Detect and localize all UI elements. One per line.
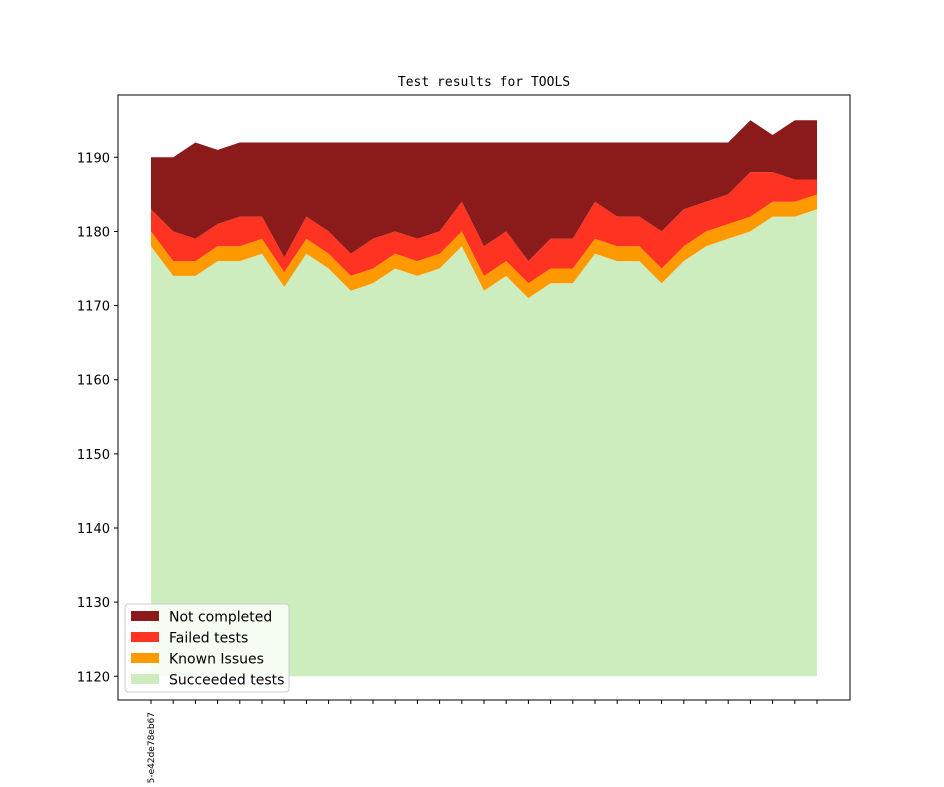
area-succeeded [151,209,817,677]
y-tick-label: 1190 [77,151,110,166]
legend-swatch-succeeded [131,674,159,684]
area-not-completed [151,120,817,262]
legend-label: Known Issues [169,652,264,668]
legend-label: Failed tests [169,631,248,647]
legend-swatch-failed [131,632,159,642]
y-tick-label: 1170 [77,300,110,315]
y-tick-label: 1140 [77,522,110,537]
legend-swatch-known [131,653,159,663]
y-tick-label: 1150 [77,448,110,463]
stacked-areas [151,120,817,677]
y-axis: 1120 1130 1140 1150 1160 1170 1180 1190 [77,151,118,685]
legend: Not completed Failed tests Known Issues Suc… [124,603,290,693]
legend-box [124,603,290,693]
x-axis: 5-e42de78eb67 [147,700,818,783]
y-tick-label: 1180 [77,225,110,240]
y-tick-label: 1160 [77,374,110,389]
area-failed [151,172,817,284]
y-tick-label: 1120 [77,670,110,685]
y-tick-label: 1130 [77,596,110,611]
legend-label: Succeeded tests [169,673,284,689]
legend-label: Not completed [169,610,272,626]
area-known [151,194,817,299]
legend-swatch-not-completed [131,611,159,621]
chart-title: Test results for TOOLS [398,75,570,90]
x-tick-label: 5-e42de78eb67 [147,712,157,783]
